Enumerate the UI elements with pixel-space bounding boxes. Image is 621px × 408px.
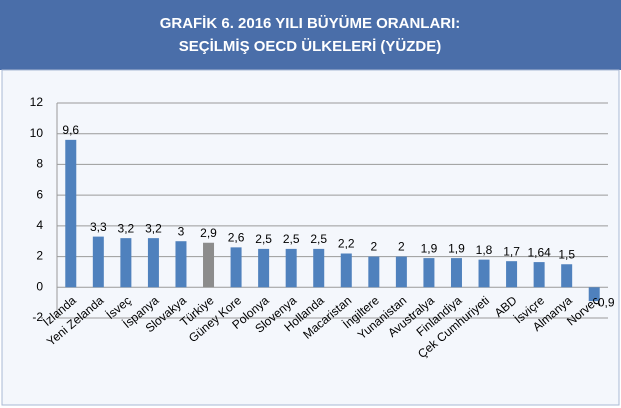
y-tick-label: 8 xyxy=(36,157,43,171)
bar xyxy=(175,241,187,288)
bar xyxy=(120,238,132,288)
bar xyxy=(258,248,270,288)
data-label: 1,7 xyxy=(503,244,520,258)
y-tick-label: 12 xyxy=(30,95,44,109)
bar xyxy=(147,238,159,288)
chart-title: GRAFİK 6. 2016 YILI BÜYÜME ORANLARI: xyxy=(160,15,461,32)
data-label: 2,5 xyxy=(255,232,272,246)
data-label: 1,64 xyxy=(527,245,551,259)
data-label: 1,9 xyxy=(448,241,465,255)
data-label: 2 xyxy=(370,240,377,254)
chart-panel xyxy=(1,69,620,406)
data-label: 3,2 xyxy=(145,221,162,235)
bar xyxy=(533,262,545,288)
chart-subtitle: SEÇİLMİŞ OECD ÜLKELERİ (YÜZDE) xyxy=(179,38,442,55)
y-tick-label: 2 xyxy=(36,249,43,263)
data-label: 1,8 xyxy=(476,243,493,257)
y-tick-label: 6 xyxy=(36,187,43,201)
y-tick-label: 10 xyxy=(30,126,44,140)
data-label: 2,2 xyxy=(338,237,355,251)
data-label: 2,5 xyxy=(283,232,300,246)
bar xyxy=(230,247,242,288)
bar xyxy=(450,258,462,288)
y-tick-label: 0 xyxy=(36,279,43,293)
data-label: 3,2 xyxy=(118,221,135,235)
bar xyxy=(92,236,104,288)
bar xyxy=(478,259,490,288)
data-label: 2,6 xyxy=(228,231,245,245)
bar xyxy=(561,264,573,288)
y-tick-label: -2 xyxy=(32,310,43,324)
data-label: 2,9 xyxy=(200,226,217,240)
data-label: 9,6 xyxy=(62,123,79,137)
bar xyxy=(588,287,600,302)
data-label: 1,9 xyxy=(421,241,438,255)
data-label: 2 xyxy=(398,240,405,254)
data-label: -0,9 xyxy=(594,295,615,309)
bar xyxy=(423,258,435,288)
title-banner xyxy=(0,0,621,70)
bar xyxy=(313,248,325,288)
bar xyxy=(285,248,297,288)
data-label: 2,5 xyxy=(310,232,327,246)
data-label: 1,5 xyxy=(558,247,575,261)
bar xyxy=(395,256,407,288)
bar xyxy=(203,242,215,288)
bar xyxy=(506,261,518,288)
bar xyxy=(340,253,352,288)
bar xyxy=(368,256,380,288)
data-label: 3,3 xyxy=(90,220,107,234)
bar xyxy=(65,139,77,288)
data-label: 3 xyxy=(178,224,185,238)
y-tick-label: 4 xyxy=(36,218,43,232)
